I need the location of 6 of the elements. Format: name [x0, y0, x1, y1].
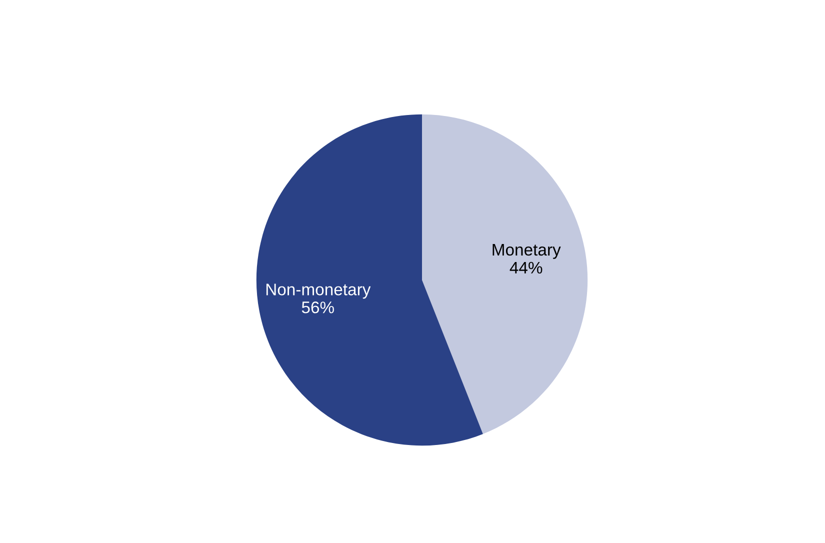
- pie-slice: [256, 114, 483, 446]
- pie-slice: [422, 114, 588, 434]
- data-label: 56%: [302, 302, 334, 314]
- slice-label: Non-monetary: [266, 284, 371, 299]
- data-label: 44%: [510, 262, 542, 274]
- slice-label: Monetary: [492, 244, 561, 259]
